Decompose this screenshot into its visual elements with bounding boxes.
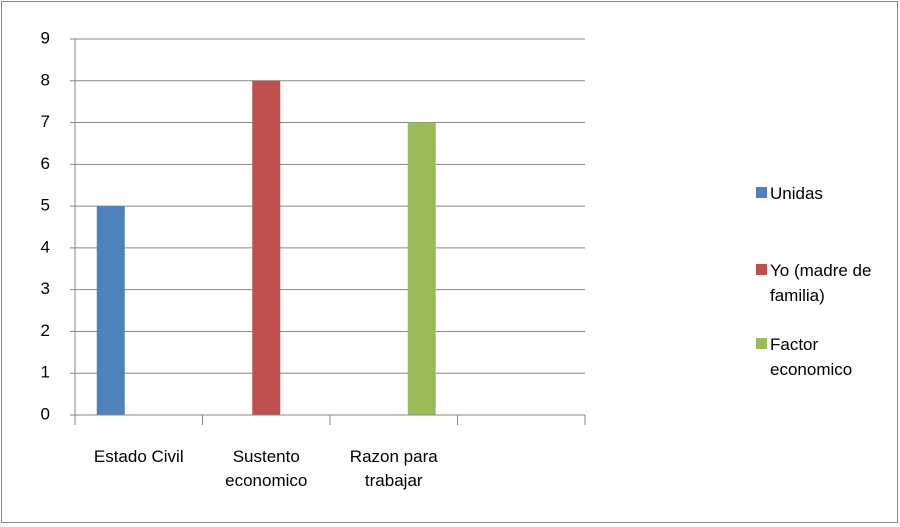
bar: [96, 206, 125, 415]
y-tick-label: 2: [41, 321, 50, 340]
legend-label: Unidas: [770, 184, 823, 203]
legend-swatch: [756, 187, 767, 198]
y-tick-label: 8: [41, 70, 50, 89]
y-tick-label: 6: [41, 154, 50, 173]
legend-label: Yo (madre de familia): [770, 261, 872, 305]
legend-swatch: [756, 338, 767, 349]
y-tick-label: 3: [41, 279, 50, 298]
y-tick-label: 5: [41, 196, 50, 215]
y-tick-label: 4: [41, 237, 50, 256]
x-tick-label: Razon para trabajar: [349, 447, 438, 490]
y-tick-label: 9: [41, 28, 50, 47]
bar: [407, 122, 436, 416]
y-tick-label: 7: [41, 112, 50, 131]
x-tick-label: Estado Civil: [93, 447, 184, 466]
y-tick-label: 1: [41, 363, 50, 382]
bar: [252, 80, 281, 416]
y-tick-label: 0: [41, 404, 50, 423]
legend-label: Factor economico: [770, 335, 853, 379]
legend-swatch: [756, 264, 767, 275]
x-tick-label: Sustento economico: [225, 447, 308, 490]
